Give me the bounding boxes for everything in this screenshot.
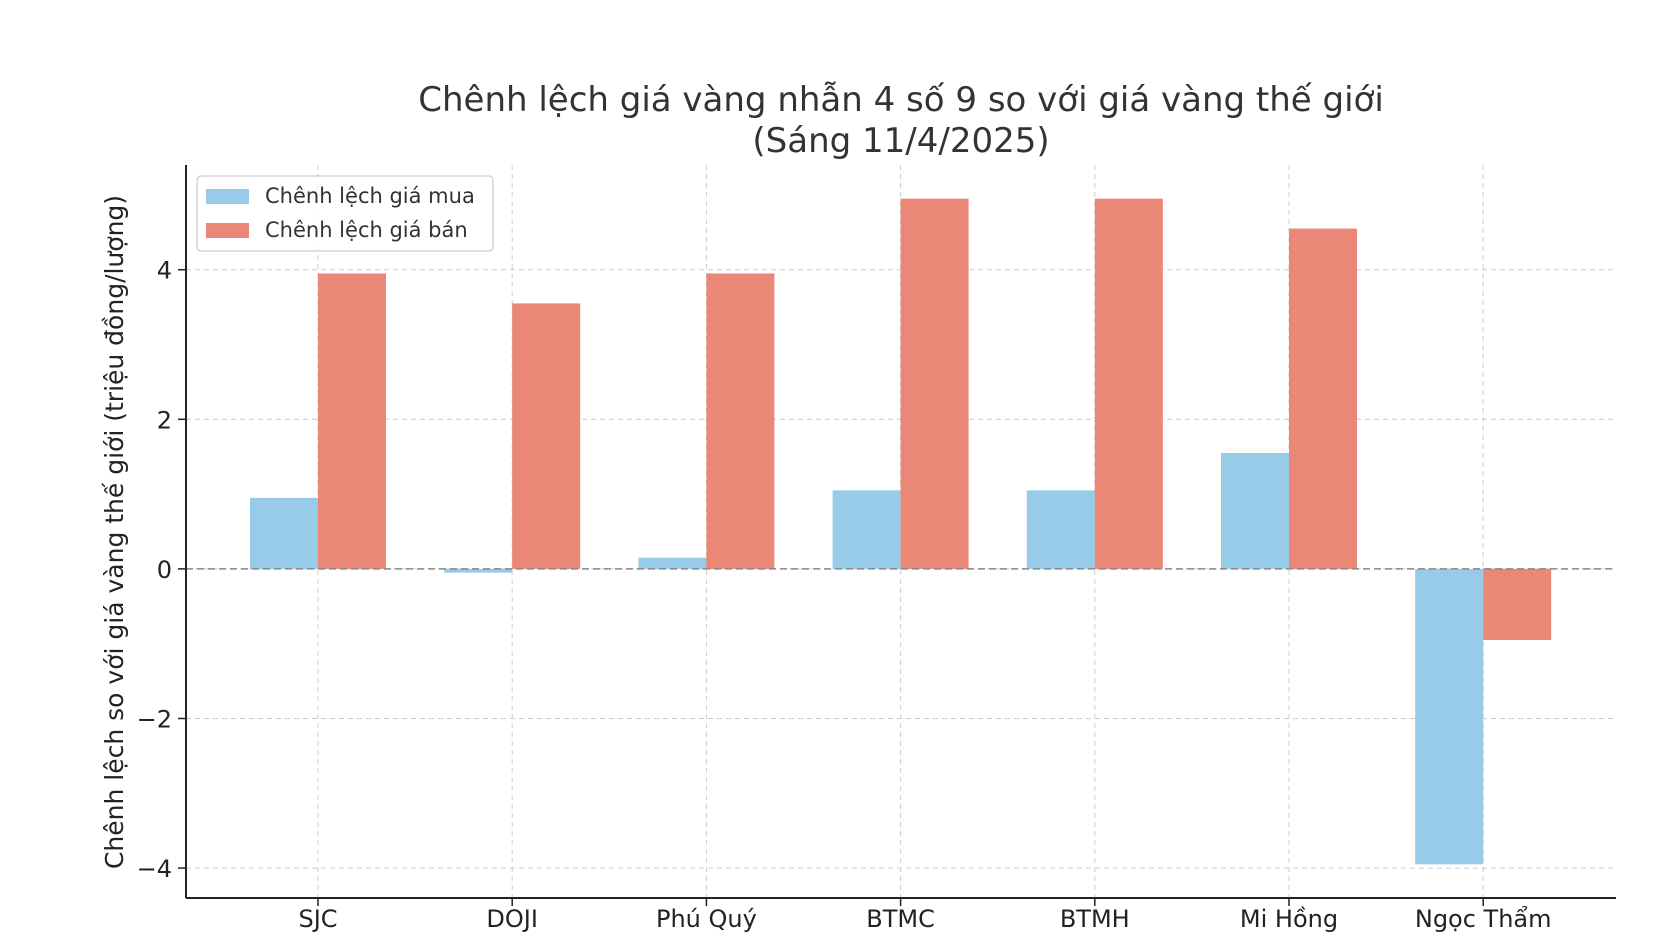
- bar-buy: [1026, 490, 1095, 569]
- x-tick-label: DOJI: [486, 905, 538, 933]
- x-tick-label: BTMH: [1060, 905, 1130, 933]
- bar-buy: [250, 497, 318, 569]
- y-axis-label: Chênh lệch so với giá vàng thế giới (tri…: [100, 195, 129, 869]
- bar-sell: [900, 198, 969, 569]
- x-tick-label: Mi Hồng: [1240, 905, 1338, 933]
- bar-buy: [638, 557, 707, 569]
- bar-sell: [706, 273, 775, 569]
- x-tick-label: BTMC: [866, 905, 935, 933]
- chart-subtitle: (Sáng 11/4/2025): [752, 121, 1049, 161]
- x-tick-label: SJC: [298, 905, 337, 933]
- legend-frame: [196, 175, 494, 252]
- bar-sell: [1483, 568, 1552, 640]
- legend-label: Chênh lệch giá bán: [265, 218, 468, 242]
- axes: [178, 165, 1616, 906]
- legend-label: Chênh lệch giá mua: [265, 184, 475, 208]
- bar-sell: [512, 303, 581, 569]
- y-tick-label: 0: [157, 556, 172, 584]
- y-tick-label: −4: [137, 855, 172, 883]
- chart-title: Chênh lệch giá vàng nhẫn 4 số 9 so với g…: [418, 80, 1384, 120]
- x-tick-label: Phú Quý: [656, 905, 757, 933]
- bar-buy: [444, 568, 513, 573]
- bar-buy: [1221, 452, 1289, 569]
- legend-swatch: [206, 189, 249, 204]
- bar-sell: [318, 273, 386, 569]
- bars: [250, 198, 1552, 865]
- tick-labels: −4 −2 0 2 4 SJC DOJI Phú Quý BTMC BTMH Mi Hồng Ngọc…: [137, 257, 1552, 933]
- y-tick-label: 2: [157, 406, 172, 434]
- y-tick-label: −2: [137, 705, 172, 733]
- legend-swatch: [206, 223, 249, 238]
- legend: Chênh lệch giá mua Chênh lệch giá bán: [196, 175, 494, 252]
- bar-buy: [1415, 568, 1484, 865]
- y-tick-label: 4: [157, 257, 172, 285]
- bar-buy: [832, 490, 901, 569]
- bar-sell: [1094, 198, 1163, 569]
- bar-sell: [1289, 228, 1357, 569]
- x-tick-label: Ngọc Thẩm: [1415, 905, 1552, 933]
